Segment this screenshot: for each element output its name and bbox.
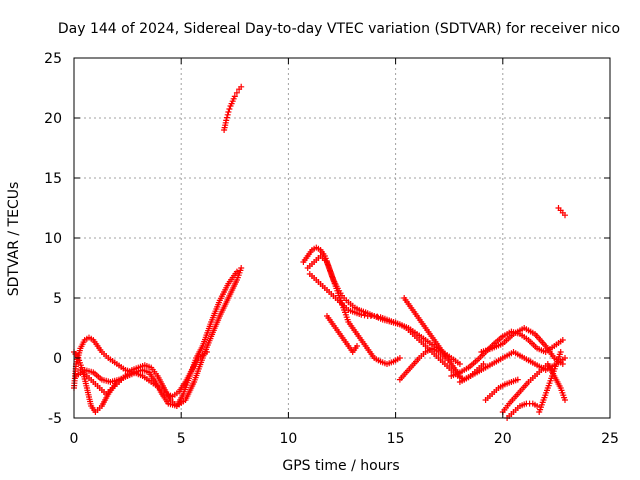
- chart-title: Day 144 of 2024, Sidereal Day-to-day VTE…: [58, 21, 620, 37]
- data-point: [231, 93, 238, 100]
- x-tick-label: 5: [177, 431, 186, 447]
- y-tick-label: 10: [44, 231, 62, 247]
- data-point: [559, 337, 566, 343]
- data-point: [233, 268, 240, 275]
- x-axis-label: GPS time / hours: [282, 458, 399, 474]
- data-point: [456, 361, 463, 367]
- data-point: [534, 403, 541, 409]
- data-point: [562, 212, 568, 219]
- y-tick-label: 20: [44, 111, 62, 127]
- y-tick-label: 0: [53, 351, 62, 367]
- data-point: [562, 355, 568, 361]
- data-point: [225, 109, 232, 115]
- data-point: [557, 349, 564, 355]
- data-point: [238, 83, 245, 90]
- y-tick-label: 15: [44, 171, 62, 187]
- grid: [74, 58, 610, 418]
- y-tick-label: 25: [44, 51, 62, 67]
- data-point: [223, 114, 230, 121]
- y-axis-label: SDTVAR / TECUs: [6, 182, 22, 297]
- x-tick-label: 25: [601, 431, 619, 447]
- y-tick-label: 5: [53, 291, 62, 307]
- x-tick-label: 20: [494, 431, 512, 447]
- data-point: [562, 397, 568, 403]
- data-point: [226, 106, 233, 112]
- data-point: [396, 355, 403, 361]
- x-tick-label: 15: [387, 431, 405, 447]
- y-tick-label: -5: [48, 411, 62, 427]
- data-point: [133, 369, 140, 376]
- data-point: [354, 343, 360, 349]
- data-point: [238, 265, 245, 271]
- data-point: [514, 376, 521, 383]
- x-tick-label: 0: [70, 431, 79, 447]
- data-point: [441, 355, 448, 361]
- x-tick-label: 10: [279, 431, 297, 447]
- data-point: [559, 361, 566, 367]
- data-point: [223, 117, 230, 124]
- axis-ticks: 0 5 10 15 20 25 -5 0 5 10 15 20 25: [44, 51, 619, 447]
- data-points: [71, 83, 568, 421]
- data-point: [233, 89, 240, 96]
- data-point: [224, 111, 231, 118]
